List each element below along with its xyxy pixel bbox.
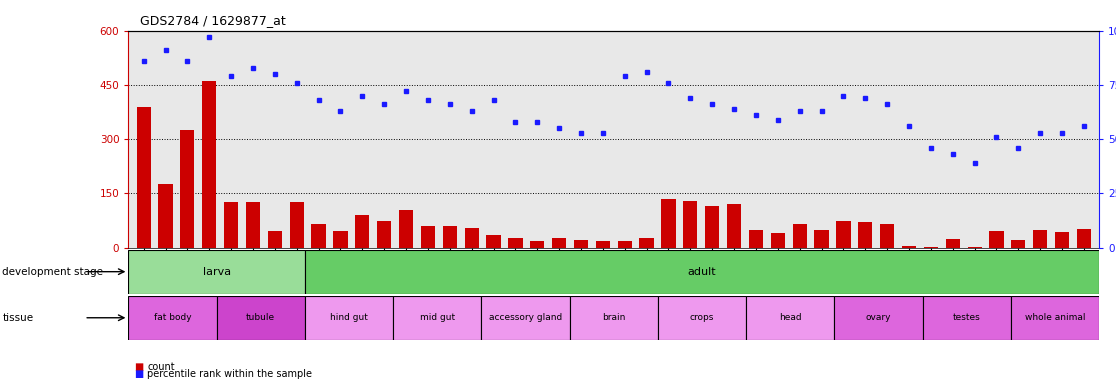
Text: count: count <box>147 362 175 372</box>
Bar <box>771 233 785 248</box>
Bar <box>945 238 960 248</box>
Bar <box>443 226 456 248</box>
Bar <box>705 206 720 248</box>
Bar <box>305 296 393 340</box>
Text: hind gut: hind gut <box>330 313 368 322</box>
Bar <box>224 202 238 248</box>
Bar <box>617 241 632 248</box>
Bar <box>792 224 807 248</box>
Bar <box>968 247 982 248</box>
Bar <box>902 246 916 248</box>
Bar <box>268 232 282 248</box>
Bar <box>530 241 545 248</box>
Bar <box>311 224 326 248</box>
Bar <box>990 232 1003 248</box>
Bar <box>1077 229 1091 248</box>
Bar <box>747 296 835 340</box>
Bar <box>639 238 654 248</box>
Bar <box>398 210 413 248</box>
Text: accessory gland: accessory gland <box>489 313 562 322</box>
Bar <box>421 226 435 248</box>
Bar <box>136 107 151 248</box>
Text: GDS2784 / 1629877_at: GDS2784 / 1629877_at <box>140 14 286 27</box>
Text: ovary: ovary <box>866 313 892 322</box>
Text: testes: testes <box>953 313 981 322</box>
Text: fat body: fat body <box>154 313 191 322</box>
Bar <box>749 230 763 248</box>
Text: tubule: tubule <box>247 313 276 322</box>
Bar <box>355 215 369 248</box>
Bar <box>181 130 194 248</box>
Bar <box>1033 230 1047 248</box>
Bar <box>1011 240 1026 248</box>
Bar <box>727 204 741 248</box>
Text: mid gut: mid gut <box>420 313 455 322</box>
Bar <box>246 202 260 248</box>
Bar <box>481 296 569 340</box>
Bar <box>334 232 347 248</box>
Text: tissue: tissue <box>2 313 33 323</box>
Bar <box>683 201 698 248</box>
Bar <box>393 296 481 340</box>
Text: head: head <box>779 313 801 322</box>
Text: whole animal: whole animal <box>1024 313 1086 322</box>
Bar <box>128 296 217 340</box>
Bar <box>858 222 873 248</box>
Bar <box>202 81 217 248</box>
Bar <box>217 296 305 340</box>
Bar <box>290 202 304 248</box>
Bar <box>508 238 522 248</box>
Text: development stage: development stage <box>2 266 104 277</box>
Bar <box>464 228 479 248</box>
Bar <box>662 199 675 248</box>
Bar <box>1055 232 1069 248</box>
Bar <box>487 235 501 248</box>
Text: percentile rank within the sample: percentile rank within the sample <box>147 369 312 379</box>
Bar <box>128 250 305 294</box>
Bar <box>835 296 923 340</box>
Bar <box>377 220 392 248</box>
Bar <box>158 184 173 248</box>
Bar <box>658 296 747 340</box>
Bar <box>836 220 850 248</box>
Bar <box>1011 296 1099 340</box>
Bar <box>305 250 1099 294</box>
Bar <box>574 240 588 248</box>
Bar <box>881 224 894 248</box>
Bar <box>923 296 1011 340</box>
Bar <box>569 296 658 340</box>
Text: ■: ■ <box>134 369 143 379</box>
Text: crops: crops <box>690 313 714 322</box>
Bar <box>596 241 610 248</box>
Bar <box>552 238 566 248</box>
Text: brain: brain <box>603 313 625 322</box>
Bar <box>815 230 829 248</box>
Text: adult: adult <box>687 266 716 277</box>
Bar <box>924 247 937 248</box>
Text: ■: ■ <box>134 362 143 372</box>
Text: larva: larva <box>202 266 231 277</box>
